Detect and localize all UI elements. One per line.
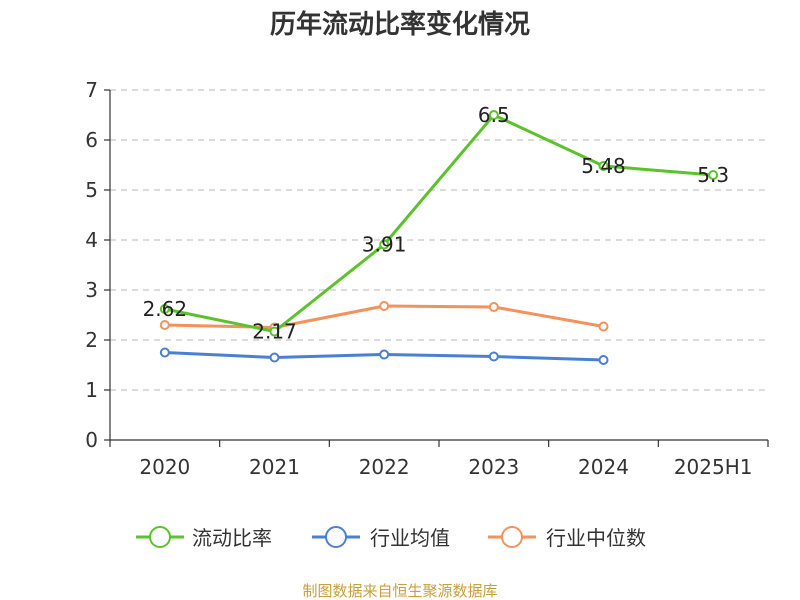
x-tick-label-2022: 2022 [359,455,410,479]
x-tick-label-2020: 2020 [139,455,190,479]
series-line-0 [164,113,714,333]
data-point-0-0[interactable] [159,304,170,314]
legend-marker-1 [325,526,347,548]
chart-title: 历年流动比率变化情况 [270,9,530,40]
axes: 0 1 2 3 4 5 6 7 2020 2021 2022 2023 2024 2025H1 [85,78,769,479]
data-point-0-4[interactable] [598,161,609,171]
data-point-1-2[interactable] [379,349,390,360]
y-tick-label-0: 0 [85,428,98,452]
data-point-0-1[interactable] [269,326,280,337]
legend-label-0: 流动比率 [192,526,272,550]
legend[interactable]: 流动比率 行业均值 行业中位数 [136,526,646,550]
y-tick-label-7: 7 [85,78,98,102]
data-label-0: 2.62 [143,297,188,321]
data-point-2-2[interactable] [379,301,390,311]
data-label-1: 2.17 [252,320,297,344]
data-point-1-0[interactable] [159,347,170,358]
data-point-0-3[interactable] [488,110,499,120]
data-point-0-5[interactable] [708,170,719,180]
y-tick-label-3: 3 [85,278,98,302]
y-tick-label-4: 4 [85,228,98,252]
legend-item-0[interactable]: 流动比率 [136,526,272,550]
data-point-1-3[interactable] [488,351,499,362]
y-tick-label-6: 6 [85,128,98,152]
x-tick-label-2021: 2021 [249,455,300,479]
data-point-2-0[interactable] [159,320,170,330]
source-note: 制图数据来自恒生聚源数据库 [302,582,497,600]
data-label-4: 5.48 [581,154,626,178]
data-point-1-1[interactable] [269,352,280,363]
data-point-2-4[interactable] [598,321,609,332]
legend-item-1[interactable]: 行业均值 [312,526,450,550]
data-point-0-2[interactable] [379,239,390,250]
y-tick-label-2: 2 [85,328,98,352]
y-tick-label-5: 5 [85,178,98,202]
legend-marker-0 [149,526,171,548]
legend-marker-2 [501,526,523,548]
x-tick-label-2023: 2023 [468,455,519,479]
y-tick-label-1: 1 [85,378,98,402]
data-label-3: 6.5 [478,103,510,127]
x-tick-label-2025H1: 2025H1 [674,455,753,479]
data-point-1-4[interactable] [598,355,609,365]
data-point-2-3[interactable] [488,302,499,312]
legend-item-2[interactable]: 行业中位数 [488,526,646,550]
series-group [159,110,719,365]
grid-lines [110,89,768,391]
data-label-5: 5.3 [697,163,729,187]
legend-label-1: 行业均值 [370,526,450,550]
x-tick-label-2024: 2024 [578,455,629,479]
legend-label-2: 行业中位数 [546,526,646,550]
data-labels: 2.62 2.17 3.91 6.5 5.48 5.3 [143,103,730,344]
data-label-2: 3.91 [362,233,407,257]
